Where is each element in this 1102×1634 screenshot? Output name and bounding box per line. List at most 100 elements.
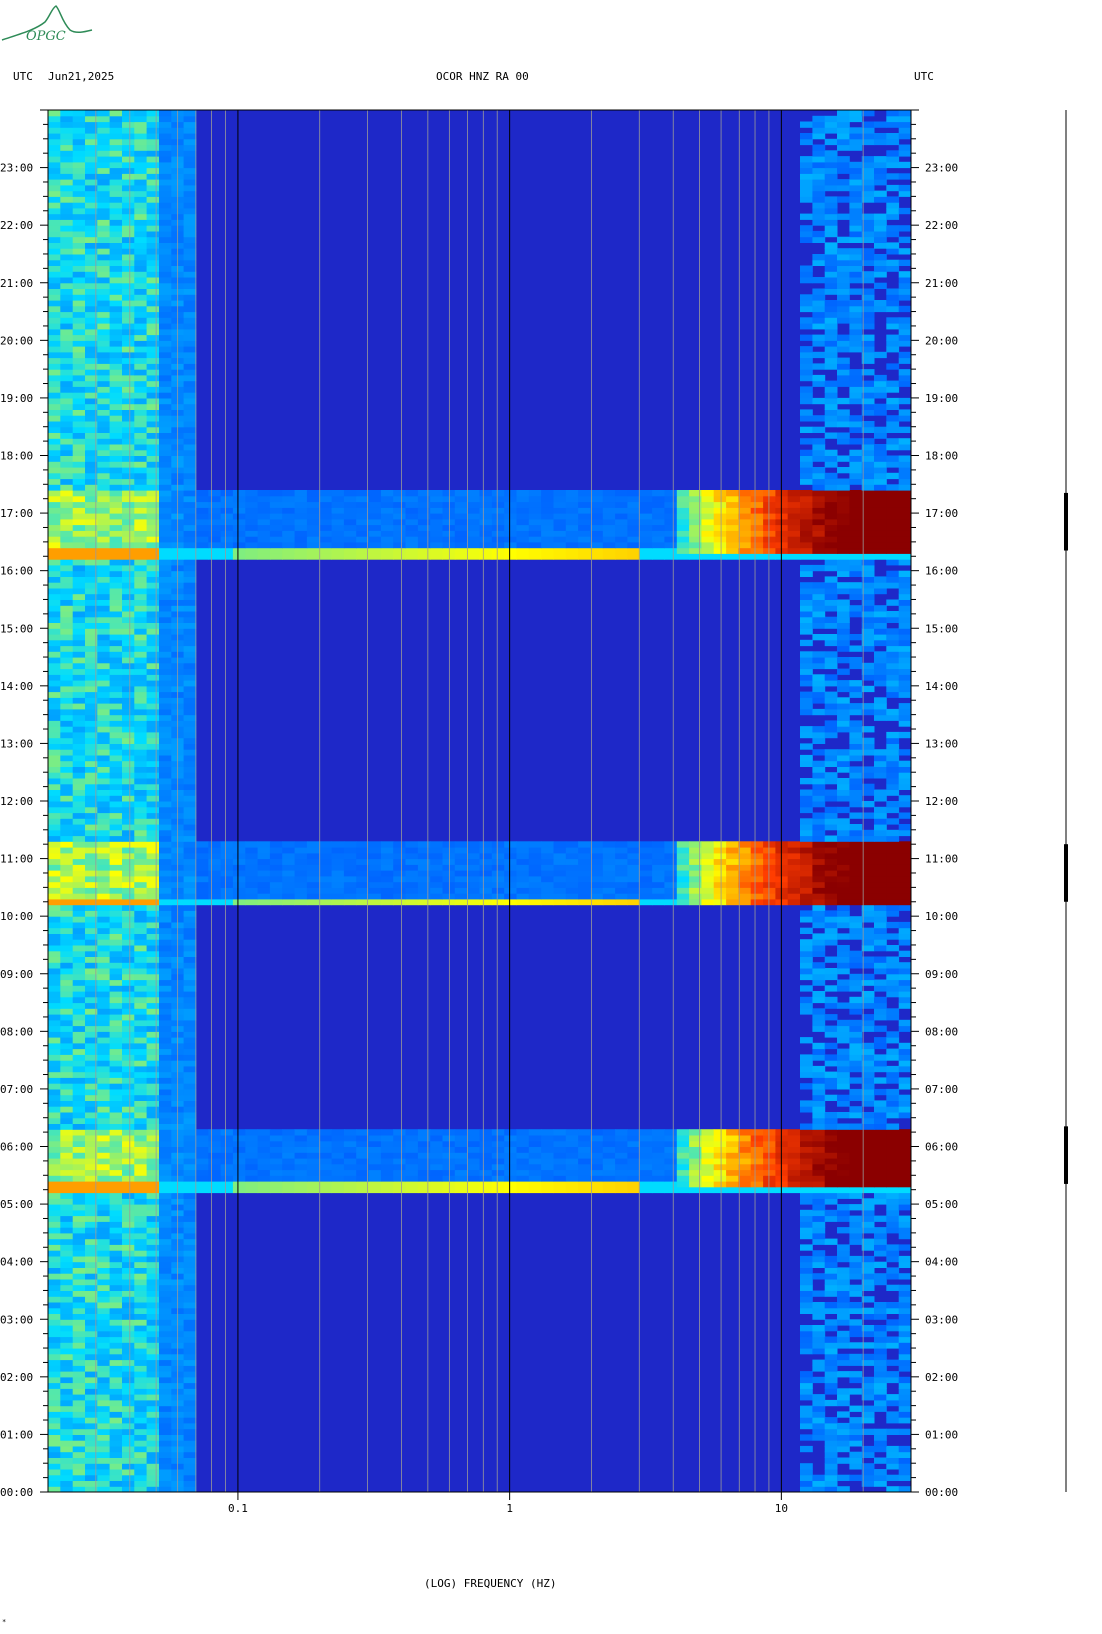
heatmap-cell: [257, 1181, 271, 1188]
heatmap-cell: [72, 1325, 86, 1332]
heatmap-cell: [837, 1037, 850, 1044]
heatmap-cell: [109, 1244, 123, 1251]
heatmap-cell: [85, 622, 98, 629]
heatmap-cell: [849, 1123, 863, 1130]
heatmap-cell: [48, 1037, 61, 1044]
heatmap-cell: [849, 536, 863, 543]
heatmap-cell: [331, 1152, 345, 1159]
heatmap-cell: [898, 490, 912, 497]
heatmap-cell: [306, 1169, 320, 1176]
heatmap-cell: [48, 1146, 61, 1153]
heatmap-cell: [195, 893, 209, 900]
heatmap-cell: [689, 875, 702, 883]
heatmap-cell: [467, 536, 480, 543]
utc-right-label: UTC: [914, 70, 934, 83]
heatmap-cell: [553, 870, 567, 877]
heatmap-cell: [417, 553, 431, 560]
heatmap-cell: [800, 518, 813, 526]
heatmap-cell: [159, 783, 172, 790]
heatmap-cell: [134, 1077, 148, 1084]
heatmap-cell: [72, 1342, 86, 1349]
heatmap-cell: [159, 991, 172, 998]
heatmap-cell: [146, 1382, 160, 1389]
heatmap-cell: [356, 536, 369, 543]
heatmap-cell: [738, 898, 752, 906]
heatmap-cell: [159, 582, 172, 589]
heatmap-cell: [134, 1480, 148, 1487]
heatmap-cell: [60, 1181, 74, 1188]
heatmap-cell: [60, 1371, 74, 1378]
heatmap-cell: [208, 1135, 222, 1142]
heatmap-cell: [553, 852, 567, 860]
heatmap-cell: [85, 1065, 98, 1073]
heatmap-cell: [85, 1261, 98, 1268]
heatmap-cell: [356, 858, 369, 865]
heatmap-cell: [269, 1175, 283, 1182]
heatmap-cell: [553, 518, 567, 526]
heatmap-cell: [72, 1163, 86, 1171]
heatmap-cell: [824, 536, 838, 543]
heatmap-cell: [60, 1319, 74, 1326]
heatmap-cell: [812, 611, 826, 618]
heatmap-cell: [85, 1422, 98, 1430]
heatmap-cell: [109, 668, 123, 675]
heatmap-cell: [159, 1474, 172, 1481]
heatmap-cell: [800, 1302, 813, 1309]
heatmap-cell: [861, 743, 875, 750]
heatmap-cell: [72, 507, 86, 514]
heatmap-cell: [72, 1129, 86, 1136]
heatmap-cell: [368, 887, 382, 894]
heatmap-cell: [442, 490, 456, 497]
heatmap-cell: [134, 927, 148, 934]
heatmap-cell: [109, 662, 123, 670]
heatmap-cell: [368, 898, 382, 906]
heatmap-cell: [824, 818, 838, 825]
heatmap-cell: [837, 968, 850, 975]
heatmap-cell: [134, 547, 148, 554]
heatmap-cell: [109, 1019, 123, 1027]
heatmap-cell: [454, 864, 468, 871]
heatmap-cell: [208, 1152, 222, 1159]
heatmap-cell: [319, 1181, 332, 1188]
heatmap-cell: [615, 507, 628, 514]
heatmap-cell: [886, 1359, 900, 1366]
heatmap-cell: [48, 1221, 61, 1228]
heatmap-cell: [528, 553, 542, 560]
heatmap-cell: [48, 996, 61, 1004]
heatmap-cell: [60, 685, 74, 693]
heatmap-cell: [159, 605, 172, 612]
heatmap-cell: [183, 760, 197, 767]
heatmap-cell: [134, 956, 148, 963]
heatmap-cell: [48, 1290, 61, 1297]
heatmap-cell: [861, 593, 875, 600]
heatmap-cell: [134, 939, 148, 946]
heatmap-cell: [380, 1129, 394, 1136]
heatmap-cell: [479, 553, 493, 560]
heatmap-cell: [60, 893, 74, 900]
heatmap-cell: [72, 1278, 86, 1286]
heatmap-cell: [676, 1146, 690, 1153]
heatmap-cell: [898, 1261, 912, 1268]
heatmap-cell: [146, 1336, 160, 1343]
heatmap-cell: [122, 639, 135, 647]
heatmap-cell: [812, 1474, 826, 1481]
heatmap-cell: [874, 766, 887, 773]
heatmap-cell: [134, 1273, 148, 1280]
heatmap-cell: [430, 1169, 443, 1176]
heatmap-cell: [602, 1140, 616, 1147]
heatmap-cell: [812, 881, 826, 888]
heatmap-cell: [504, 870, 517, 877]
heatmap-cell: [97, 1486, 111, 1493]
heatmap-cell: [726, 495, 739, 503]
heatmap-cell: [85, 870, 98, 877]
heatmap-cell: [122, 973, 135, 981]
heatmap-cell: [849, 743, 863, 750]
heatmap-cell: [874, 1192, 887, 1199]
heatmap-cell: [639, 1146, 653, 1153]
heatmap-cell: [48, 1186, 61, 1194]
heatmap-cell: [763, 547, 776, 554]
heatmap-cell: [713, 893, 727, 900]
heatmap-cell: [479, 1135, 493, 1142]
heatmap-cell: [72, 553, 86, 560]
heatmap-cell: [146, 524, 160, 531]
